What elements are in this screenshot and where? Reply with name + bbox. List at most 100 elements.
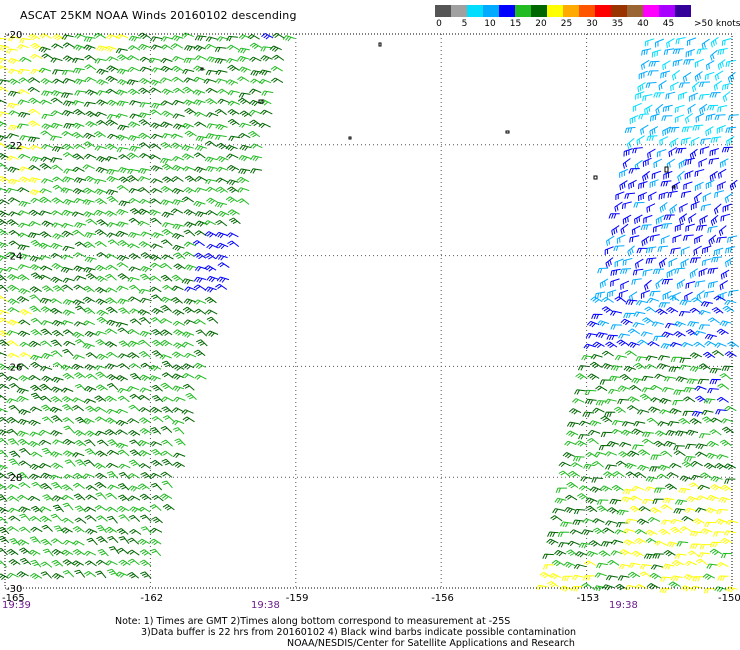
wind-barb	[626, 138, 635, 150]
wind-barb	[566, 549, 578, 556]
wind-barb	[719, 280, 728, 291]
wind-barb	[172, 407, 185, 413]
wind-barb	[40, 78, 53, 85]
wind-barb	[162, 503, 175, 511]
wind-barb	[634, 362, 646, 370]
wind-barb	[710, 136, 722, 144]
wind-barb	[206, 243, 219, 250]
wind-barb	[217, 98, 230, 105]
wind-barb	[238, 155, 251, 162]
wind-barb	[105, 462, 119, 469]
wind-barb	[720, 213, 731, 222]
wind-barb	[105, 119, 118, 126]
wind-barb	[28, 108, 41, 115]
wind-barb	[649, 290, 661, 297]
legend-swatch	[531, 5, 547, 17]
latitude-label: -20	[6, 30, 22, 41]
wind-barb	[8, 178, 21, 185]
wind-barb	[722, 203, 732, 213]
wind-barb	[631, 377, 644, 384]
wind-barb	[117, 387, 130, 394]
wind-barb	[50, 451, 63, 458]
wind-barb	[19, 308, 32, 316]
wind-barb	[727, 341, 740, 348]
wind-barb	[181, 373, 195, 379]
wind-barb	[686, 496, 699, 503]
wind-barb	[661, 387, 674, 393]
wind-barb	[105, 297, 118, 304]
wind-barb	[18, 166, 31, 172]
wind-barb	[181, 409, 194, 415]
wind-barb	[94, 481, 107, 489]
wind-barb	[658, 80, 667, 91]
wind-barb	[669, 203, 678, 215]
wind-barb	[72, 57, 85, 64]
wind-barb	[151, 307, 164, 315]
wind-barb	[73, 265, 86, 272]
wind-barb	[574, 389, 586, 395]
wind-barb	[183, 57, 196, 64]
wind-barb	[705, 71, 715, 81]
wind-barb	[116, 285, 129, 291]
wind-barb	[709, 170, 718, 182]
wind-barb	[627, 328, 641, 335]
wind-barb	[639, 564, 652, 570]
wind-barb	[653, 440, 666, 448]
wind-barb	[698, 324, 711, 330]
wind-barb	[581, 582, 594, 589]
wind-barb	[684, 443, 697, 450]
wind-barb	[41, 447, 53, 456]
legend-swatch	[467, 5, 483, 17]
wind-barb	[673, 445, 685, 451]
wind-barb	[227, 100, 240, 106]
wind-barb	[38, 439, 52, 446]
wind-barb	[84, 570, 97, 578]
wind-barb	[649, 507, 662, 514]
wind-barb	[104, 526, 117, 534]
wind-barb	[0, 218, 8, 226]
wind-barb	[126, 386, 140, 392]
wind-barb	[655, 103, 664, 115]
wind-barb	[161, 406, 174, 414]
wind-barb	[584, 398, 597, 405]
wind-barb	[60, 364, 73, 371]
wind-barb	[587, 437, 599, 445]
longitude-label: -162	[140, 593, 163, 604]
wind-barb	[193, 276, 207, 283]
wind-barb	[0, 372, 9, 380]
wind-barb	[0, 79, 10, 85]
wind-barb	[693, 245, 702, 256]
wind-barb	[680, 585, 694, 592]
wind-barb	[649, 179, 659, 188]
wind-barb	[683, 234, 694, 241]
wind-barb	[250, 78, 263, 84]
wind-barb	[260, 109, 273, 115]
wind-barb	[160, 239, 173, 247]
wind-barb	[117, 273, 130, 280]
wind-barb	[51, 462, 64, 470]
wind-barb	[117, 167, 130, 174]
wind-barb	[607, 507, 620, 514]
wind-barb	[115, 89, 128, 96]
wind-barb	[183, 319, 197, 325]
wind-barb	[215, 177, 229, 183]
wind-barb	[228, 135, 241, 142]
wind-barb	[689, 257, 701, 264]
wind-barb	[702, 573, 715, 580]
wind-barb	[6, 416, 19, 424]
wind-barb	[194, 111, 207, 117]
wind-barb	[606, 441, 619, 448]
wind-barb	[172, 244, 185, 252]
wind-barb	[617, 385, 630, 392]
wind-barb	[632, 322, 645, 328]
wind-barb	[106, 471, 119, 479]
wind-barb	[225, 196, 238, 203]
wind-barb	[41, 375, 54, 383]
wind-barb	[581, 355, 594, 361]
wind-barb	[205, 166, 218, 173]
wind-barb	[116, 262, 129, 268]
wind-barb	[618, 333, 630, 339]
wind-barb	[93, 32, 106, 39]
wind-barb	[170, 142, 184, 149]
